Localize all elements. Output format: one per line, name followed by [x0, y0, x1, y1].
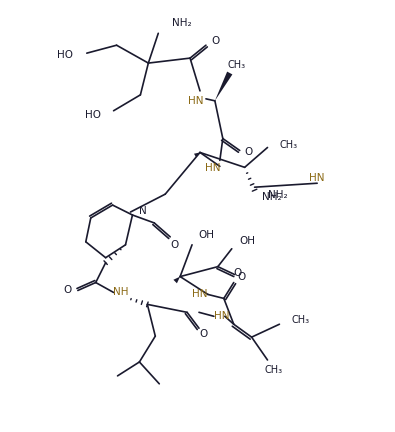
Text: N: N [139, 206, 146, 216]
Polygon shape [215, 72, 232, 101]
Text: HN: HN [309, 173, 325, 183]
Text: HN: HN [205, 163, 221, 173]
Text: NH₂: NH₂ [261, 192, 281, 202]
Text: OH: OH [240, 236, 256, 246]
Text: O: O [200, 329, 208, 339]
Text: HO: HO [57, 50, 73, 60]
Text: CH₃: CH₃ [292, 315, 309, 325]
Text: OH: OH [198, 230, 214, 240]
Text: HO: HO [85, 110, 101, 120]
Polygon shape [194, 152, 200, 157]
Text: O: O [64, 286, 72, 295]
Text: NH₂: NH₂ [172, 19, 192, 29]
Text: CH₃: CH₃ [228, 60, 246, 70]
Text: NH₂: NH₂ [267, 190, 287, 200]
Text: O: O [245, 147, 253, 157]
Text: CH₃: CH₃ [279, 140, 297, 149]
Text: O: O [233, 267, 242, 278]
Text: HN: HN [214, 311, 229, 321]
Text: HN: HN [192, 289, 208, 299]
Text: CH₃: CH₃ [264, 365, 282, 375]
Text: O: O [237, 272, 246, 282]
Polygon shape [173, 276, 180, 283]
Text: O: O [212, 36, 220, 46]
Text: HN: HN [188, 96, 204, 106]
Text: O: O [170, 240, 178, 250]
Text: NH: NH [113, 287, 128, 298]
